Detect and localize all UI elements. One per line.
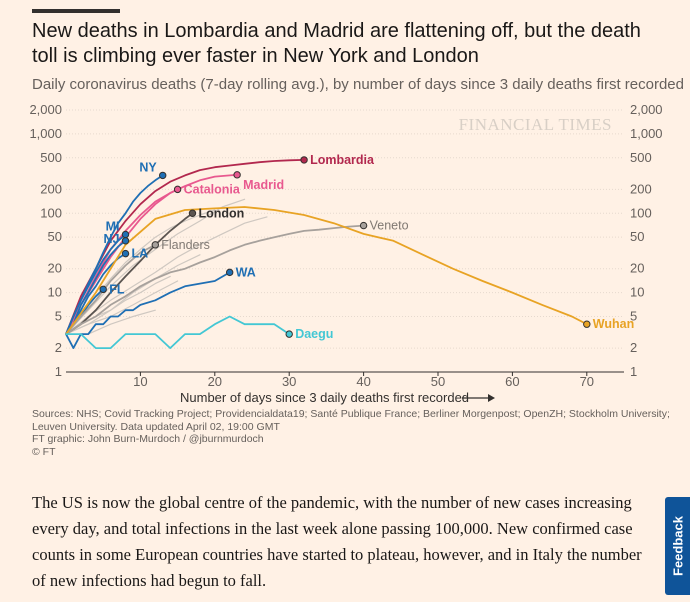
series-line-background xyxy=(65,209,216,335)
series-label-london: London xyxy=(198,206,244,220)
line-chart: FINANCIAL TIMES 1 1 2 2 5 5 10 10 20 20 50 50 100 100 2… xyxy=(29,102,663,405)
chart-sources: Sources: NHS; Covid Tracking Project; Pr… xyxy=(32,408,670,458)
x-tick-label: 70 xyxy=(580,374,594,389)
x-axis-label: Number of days since 3 daily deaths firs… xyxy=(180,390,469,405)
series-line-madrid xyxy=(65,173,238,335)
y-tick-label-right: 200 xyxy=(630,181,652,196)
sources-line-1: Sources: NHS; Covid Tracking Project; Pr… xyxy=(32,408,670,420)
y-tick-label-left: 10 xyxy=(48,285,62,300)
y-tick-label-right: 2,000 xyxy=(630,102,663,117)
sources-line-4: © FT xyxy=(32,445,56,458)
series-line-lombardia xyxy=(65,159,305,335)
series-label-nj: NJ xyxy=(104,232,120,246)
series-endpoint-la xyxy=(121,249,130,258)
y-tick-label-left: 5 xyxy=(55,309,62,324)
y-tick-label-left: 500 xyxy=(40,150,62,165)
series-line-background xyxy=(65,280,179,335)
article-paragraph: The US is now the global centre of the p… xyxy=(32,493,642,590)
series-endpoint-wuhan xyxy=(583,320,591,328)
y-tick-label-left: 1 xyxy=(55,364,62,379)
y-tick-label-left: 2 xyxy=(55,340,62,355)
y-tick-label-right: 20 xyxy=(630,261,644,276)
y-tick-label-right: 2 xyxy=(630,340,637,355)
series-endpoint-madrid xyxy=(233,171,241,179)
series-line-veneto xyxy=(65,224,365,335)
series-endpoint-london xyxy=(188,209,197,217)
series-line-wa xyxy=(65,271,231,349)
y-tick-label-right: 1 xyxy=(630,364,637,379)
series-label-catalonia: Catalonia xyxy=(184,182,241,196)
series-line-daegu xyxy=(65,315,291,349)
series-endpoint-flanders xyxy=(151,241,159,249)
series-label-wa: WA xyxy=(236,265,256,279)
x-tick-label: 30 xyxy=(282,374,296,389)
y-tick-label-left: 200 xyxy=(40,181,62,196)
series-endpoint-nj xyxy=(121,237,130,245)
y-tick-label-right: 10 xyxy=(630,285,644,300)
chart-title: New deaths in Lombardia and Madrid are f… xyxy=(32,20,641,67)
y-tick-label-right: 1,000 xyxy=(630,126,663,141)
series-line-background xyxy=(65,216,268,335)
y-tick-label-left: 2,000 xyxy=(29,102,62,117)
series-label-daegu: Daegu xyxy=(295,327,333,341)
series-endpoint-fl xyxy=(99,285,107,294)
y-tick-label-left: 50 xyxy=(48,229,62,244)
series-line-flanders xyxy=(65,243,157,335)
sources-line-3: FT graphic: John Burn-Murdoch / @jburnmu… xyxy=(32,433,264,445)
series-label-ny: NY xyxy=(139,160,157,174)
series-label-la: LA xyxy=(132,247,149,261)
feedback-button[interactable]: Feedback xyxy=(665,497,690,595)
series-line-wuhan xyxy=(65,206,588,335)
series-endpoint-veneto xyxy=(359,221,368,230)
x-tick-label: 50 xyxy=(431,374,445,389)
series-endpoint-daegu xyxy=(285,330,293,338)
series-line-background xyxy=(65,198,246,335)
series-line-mi xyxy=(65,233,127,335)
series-endpoint-catalonia xyxy=(173,185,182,194)
y-tick-label-left: 1,000 xyxy=(29,126,62,141)
sources-line-2: Leuven University. Data updated April 02… xyxy=(32,420,280,433)
ft-watermark: FINANCIAL TIMES xyxy=(459,115,612,134)
y-tick-label-right: 100 xyxy=(630,205,652,220)
series-endpoint-mi xyxy=(121,230,130,239)
y-tick-label-left: 100 xyxy=(40,205,62,220)
x-axis-arrow-head xyxy=(488,394,495,402)
feedback-label: Feedback xyxy=(670,516,685,576)
x-tick-label: 60 xyxy=(505,374,519,389)
series-line-london xyxy=(65,212,194,335)
series-label-veneto: Veneto xyxy=(370,219,409,233)
y-tick-label-right: 500 xyxy=(630,150,652,165)
series-label-wuhan: Wuhan xyxy=(593,317,634,331)
series-label-madrid: Madrid xyxy=(243,178,284,192)
series-endpoint-wa xyxy=(225,268,234,277)
x-tick-label: 40 xyxy=(356,374,370,389)
y-tick-label-left: 20 xyxy=(48,261,62,276)
y-tick-label-right: 50 xyxy=(630,229,644,244)
header-accent-bar xyxy=(32,9,120,13)
series-label-fl: FL xyxy=(109,282,125,296)
x-tick-label: 20 xyxy=(208,374,222,389)
x-tick-label: 10 xyxy=(133,374,147,389)
series-endpoint-ny xyxy=(159,171,167,180)
chart-subtitle: Daily coronavirus deaths (7-day rolling … xyxy=(32,76,684,93)
series-label-mi: MI xyxy=(106,220,120,234)
y-tick-label-right: 5 xyxy=(630,309,637,324)
series-endpoint-lombardia xyxy=(300,156,308,164)
series-label-flanders: Flanders xyxy=(161,238,210,252)
series-label-lombardia: Lombardia xyxy=(310,153,375,167)
